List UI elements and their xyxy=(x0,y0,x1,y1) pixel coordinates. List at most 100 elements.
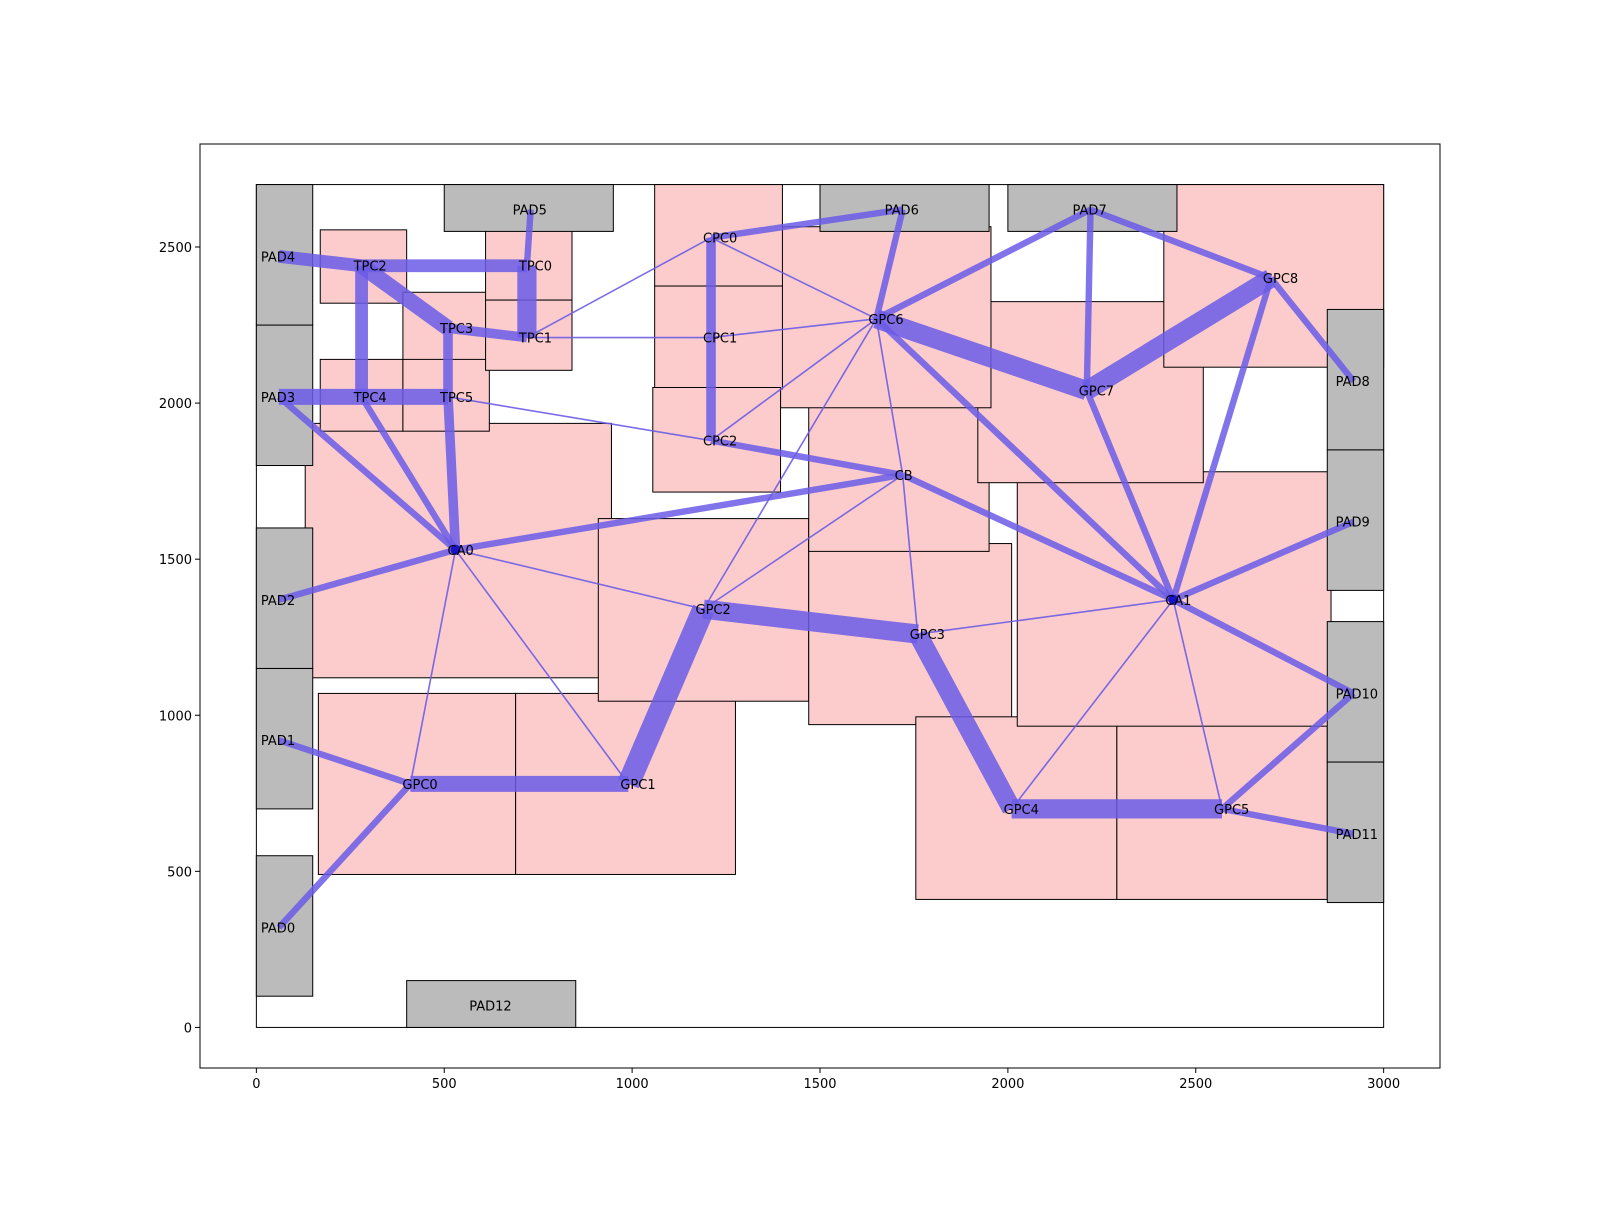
x-tick-label: 2000 xyxy=(991,1077,1024,1092)
pad-label: PAD11 xyxy=(1336,828,1378,843)
node-label: TPC4 xyxy=(353,391,387,406)
x-tick-label: 2500 xyxy=(1179,1077,1212,1092)
pad-rect xyxy=(1326,449,1385,591)
connection-edge xyxy=(1081,270,1276,399)
pad-rect xyxy=(406,980,577,1028)
connection-edge xyxy=(618,604,714,789)
pad-rect xyxy=(819,184,990,232)
pad-label: PAD5 xyxy=(513,204,547,219)
pad-label: PAD12 xyxy=(469,1000,511,1015)
y-tick-label: 1000 xyxy=(159,709,192,724)
connection-edge xyxy=(710,236,877,320)
node-label: CPC2 xyxy=(703,435,737,450)
connection-edge xyxy=(276,781,413,930)
connection-edge xyxy=(1268,276,1357,384)
connection-edge xyxy=(702,318,878,610)
node-label: GPC6 xyxy=(868,313,903,328)
connection-edge xyxy=(447,323,528,343)
node-label: GPC5 xyxy=(1214,803,1249,818)
connection-edge xyxy=(278,250,363,273)
connection-edge xyxy=(1170,277,1274,601)
node-label: GPC4 xyxy=(1004,803,1039,818)
connection-edge xyxy=(276,394,458,553)
connection-edge xyxy=(356,259,453,335)
connection-edge xyxy=(1089,206,1273,282)
node-label: TPC0 xyxy=(518,260,552,275)
connection-edge xyxy=(523,209,534,266)
y-tick-label: 0 xyxy=(184,1021,192,1036)
node-dot xyxy=(450,544,461,555)
connection-edge xyxy=(1172,599,1223,810)
connection-edge xyxy=(710,318,877,442)
node-label: GPC2 xyxy=(696,603,731,618)
node-label: CPC1 xyxy=(703,332,737,347)
pad-label: PAD7 xyxy=(1073,204,1107,219)
connection-edge xyxy=(1011,599,1174,810)
y-tick-label: 500 xyxy=(167,865,192,880)
connection-edge xyxy=(874,206,1092,322)
connection-edge xyxy=(874,316,1176,603)
connection-edge xyxy=(909,629,1021,814)
connection-edge xyxy=(1171,518,1355,603)
connection-edge xyxy=(358,395,459,552)
node-label: CPC0 xyxy=(703,232,737,247)
connection-edge xyxy=(454,471,904,553)
pad-label: PAD3 xyxy=(261,391,295,406)
pad-rect xyxy=(1326,621,1385,763)
pad-label: PAD8 xyxy=(1336,375,1370,390)
connection-edge xyxy=(409,549,457,785)
pad-label: PAD9 xyxy=(1336,516,1370,531)
connection-edge xyxy=(278,546,457,603)
connection-edge xyxy=(702,599,919,644)
connection-edge xyxy=(873,208,906,320)
node-label: GPC3 xyxy=(910,628,945,643)
pad-label: PAD4 xyxy=(261,250,295,265)
x-tick-label: 1000 xyxy=(616,1077,649,1092)
node-label: GPC0 xyxy=(402,778,437,793)
node-label: CB xyxy=(895,469,913,484)
connection-edge xyxy=(710,318,877,339)
connection-edge xyxy=(455,549,704,610)
y-tick-label: 2000 xyxy=(159,397,192,412)
pad-rect xyxy=(255,667,314,810)
connection-edge xyxy=(526,236,712,339)
connection-edge xyxy=(703,474,904,610)
connection-edge xyxy=(447,396,712,442)
node-label: GPC1 xyxy=(620,778,655,793)
node-label: TPC1 xyxy=(518,332,552,347)
connection-edge xyxy=(710,437,904,479)
y-tick-label: 2500 xyxy=(159,241,192,256)
connection-edge xyxy=(1083,209,1094,391)
node-label: GPC7 xyxy=(1079,385,1114,400)
x-tick-label: 3000 xyxy=(1367,1077,1400,1092)
connection-edge xyxy=(710,206,904,241)
x-tick-label: 500 xyxy=(432,1077,457,1092)
connection-edge xyxy=(454,549,630,785)
pad-label: PAD0 xyxy=(261,922,295,937)
x-tick-label: 0 xyxy=(252,1077,260,1092)
node-label: TPC2 xyxy=(353,260,387,275)
node-label: GPC8 xyxy=(1263,272,1298,287)
connection-edge xyxy=(917,598,1174,635)
connection-edge xyxy=(875,318,904,476)
node-dot xyxy=(1168,594,1179,605)
pad-label: PAD1 xyxy=(261,734,295,749)
connection-edge xyxy=(1219,691,1356,812)
connection-edge xyxy=(873,309,1090,400)
connection-edge xyxy=(1171,596,1356,697)
node-label: TPC3 xyxy=(439,322,473,337)
connection-edge xyxy=(277,737,412,787)
connection-edge xyxy=(1221,805,1355,838)
connection-edge xyxy=(1083,389,1177,601)
connection-edge xyxy=(443,396,461,551)
node-label: CA0 xyxy=(448,544,474,559)
node-label: TPC5 xyxy=(439,391,473,406)
connection-edge xyxy=(901,471,1175,603)
x-tick-label: 1500 xyxy=(803,1077,836,1092)
node-label: CA1 xyxy=(1165,594,1191,609)
pad-label: PAD6 xyxy=(885,204,919,219)
pad-label: PAD2 xyxy=(261,594,295,609)
connection-edge xyxy=(901,474,919,635)
